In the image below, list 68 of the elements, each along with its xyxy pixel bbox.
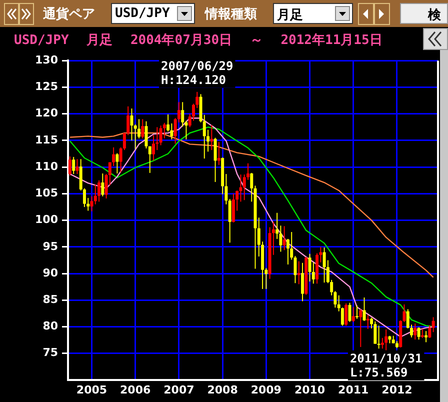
y-tick-label: 80 [42,320,58,333]
y-tick-label: 90 [42,266,58,280]
y-tick-label: 130 [35,53,58,66]
x-tick-label: 2005 [76,383,108,396]
candlestick [297,260,300,285]
candlestick [384,328,388,351]
text: USD/JPY [115,6,170,21]
y-tick-label: 110 [35,160,58,173]
candlestick [72,156,76,174]
annotation: 2011/10/31 L:75.569 [350,351,422,380]
candlestick [300,262,304,302]
x-tick-label: 2008 [207,383,238,396]
candlestick [428,324,432,338]
annotation: 2007/06/29 H:124.120 [160,58,234,87]
y-tick-label: 105 [35,186,58,200]
candlestick [159,125,162,146]
candlestick [250,172,254,202]
candlestick [414,323,417,340]
candlestick [348,302,352,322]
candlestick [76,158,79,174]
candlestick [374,320,377,344]
x-tick-label: 2010 [294,383,326,396]
x-tick-label: 2006 [120,383,151,396]
candlestick [420,328,424,338]
candlestick [344,302,348,326]
text: 検 [400,3,448,24]
y-tick-label: 95 [42,240,58,253]
candlestick [228,198,232,244]
candlestick [322,246,326,284]
candlestick [217,142,220,166]
x-tick-label: 2007 [164,383,194,396]
candlestick [94,184,97,205]
candlestick [356,304,359,320]
candlestick [424,330,428,343]
y-tick-label: 85 [42,293,58,306]
candlestick [366,314,370,330]
y-tick-label: 120 [35,106,58,120]
candlestick [308,253,312,282]
candlestick [359,308,362,348]
y-tick-label: 75 [42,346,58,360]
candlestick [352,306,355,322]
candlestick [432,316,435,333]
candlestick [141,118,144,139]
candlestick [68,156,72,176]
candlestick [232,193,235,223]
x-tick-label: 2009 [250,383,282,396]
x-tick-label: 2012 [382,383,412,396]
candlestick [101,172,104,197]
candlestick [130,108,134,141]
text: 月足 [277,8,303,23]
text: 情報種類 [205,6,257,23]
candlestick [90,196,94,212]
candlestick [210,124,214,151]
candlestick [116,152,119,174]
y-tick-label: 115 [35,133,58,146]
candlestick [98,180,101,202]
candlestick [144,120,148,149]
y-tick-label: 125 [35,80,58,94]
y-tick-label: 100 [35,213,58,226]
candlestick [214,137,217,182]
candlestick [417,326,420,340]
x-tick-label: 2011 [338,383,369,396]
text: 通貨ペア [43,6,95,23]
candlestick [362,296,366,322]
chart-title: USD/JPY 月足 2004年07月30日 ～ 2012年11月15日 [14,32,382,49]
candlestick [148,146,152,174]
candlestick [282,226,286,251]
candlestick [377,325,380,350]
